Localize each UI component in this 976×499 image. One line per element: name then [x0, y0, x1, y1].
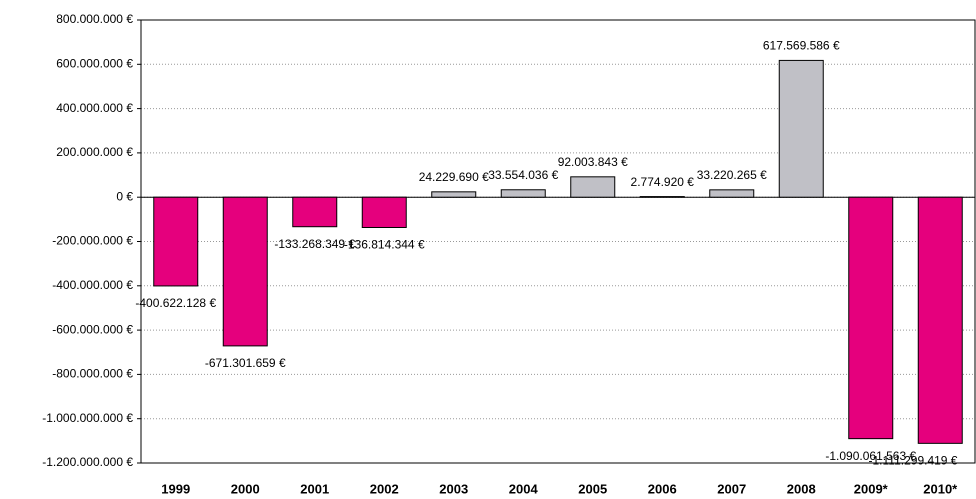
x-tick-label: 2002: [370, 481, 399, 496]
bar: [292, 196, 338, 228]
bar: [917, 196, 963, 444]
value-label: -1.111.299.419 €: [869, 454, 958, 468]
y-tick-label: -200.000.000 €: [52, 234, 133, 248]
y-tick-label: 800.000.000 €: [56, 12, 133, 26]
value-label: -671.301.659 €: [205, 356, 286, 370]
bar: [709, 189, 755, 198]
bar: [431, 191, 477, 198]
y-tick-label: 400.000.000 €: [56, 101, 133, 115]
plot-border: [140, 19, 976, 464]
bar: [361, 196, 407, 229]
x-tick-label: 2001: [300, 481, 329, 496]
y-tick-label: 600.000.000 €: [56, 56, 133, 70]
value-label: 92.003.843 €: [558, 155, 628, 169]
value-label: -136.814.344 €: [344, 238, 425, 252]
y-tick-label: -1.200.000.000 €: [42, 455, 133, 469]
bar: [222, 196, 268, 347]
value-label: 33.220.265 €: [697, 168, 767, 182]
y-tick-label: 200.000.000 €: [56, 145, 133, 159]
y-tick-label: -400.000.000 €: [52, 278, 133, 292]
x-tick-label: 2003: [439, 481, 468, 496]
value-label: 33.554.036 €: [488, 168, 558, 182]
x-tick-label: 2007: [717, 481, 746, 496]
x-tick-label: 2008: [787, 481, 816, 496]
value-label: -1.090.061.563 €: [825, 449, 916, 463]
bar: [639, 196, 685, 198]
bar: [570, 176, 616, 198]
y-tick-label: -800.000.000 €: [52, 367, 133, 381]
x-tick-label: 1999: [161, 481, 190, 496]
value-label: -133.268.349 €: [274, 237, 355, 251]
y-tick-label: -600.000.000 €: [52, 322, 133, 336]
bar: [500, 189, 546, 198]
x-tick-label: 2005: [578, 481, 607, 496]
x-tick-label: 2009*: [854, 481, 889, 496]
value-label: -400.622.128 €: [135, 296, 216, 310]
x-tick-label: 2000: [231, 481, 260, 496]
bar: [848, 196, 894, 440]
y-tick-label: 0 €: [116, 189, 133, 203]
value-label: 24.229.690 €: [419, 170, 489, 184]
y-tick-label: -1.000.000.000 €: [42, 411, 133, 425]
value-label: 2.774.920 €: [631, 175, 695, 189]
bar: [778, 59, 824, 198]
x-tick-label: 2004: [509, 481, 539, 496]
x-tick-label: 2010*: [923, 481, 958, 496]
x-tick-label: 2006: [648, 481, 677, 496]
bar: [153, 196, 199, 287]
value-label: 617.569.586 €: [763, 39, 840, 53]
